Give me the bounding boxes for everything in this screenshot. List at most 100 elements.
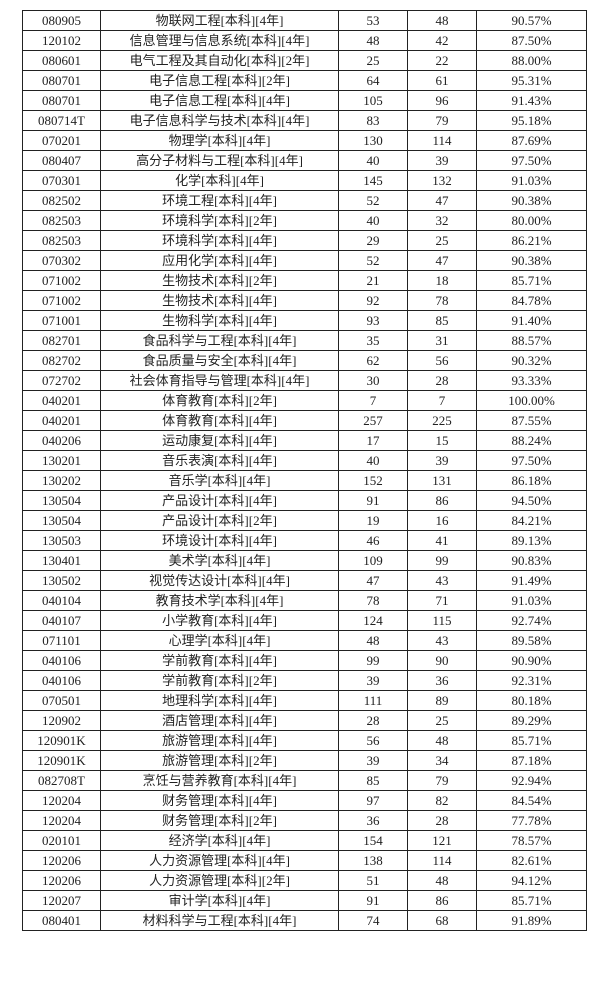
total-count-cell: 93 [338,310,408,331]
employed-count-cell: 32 [407,210,477,231]
major-name-cell: 食品质量与安全[本科][4年] [100,350,339,371]
total-count-cell: 19 [338,510,408,531]
table-row: 120207 审计学[本科][4年] 91 86 85.71% [22,890,587,911]
rate-cell: 97.50% [476,450,587,471]
employed-count-cell: 43 [407,570,477,591]
total-count-cell: 145 [338,170,408,191]
table-row: 130502 视觉传达设计[本科][4年] 47 43 91.49% [22,570,587,591]
table-row: 120206 人力资源管理[本科][2年] 51 48 94.12% [22,870,587,891]
major-name-cell: 生物科学[本科][4年] [100,310,339,331]
total-count-cell: 35 [338,330,408,351]
major-name-cell: 生物技术[本科][4年] [100,290,339,311]
rate-cell: 88.00% [476,50,587,71]
employed-count-cell: 96 [407,90,477,111]
total-count-cell: 99 [338,650,408,671]
total-count-cell: 91 [338,890,408,911]
major-name-cell: 审计学[本科][4年] [100,890,339,911]
employment-rate-table: 080905 物联网工程[本科][4年] 53 48 90.57% 120102 信息管理与… [22,10,587,931]
rate-cell: 84.21% [476,510,587,531]
major-code-cell: 080701 [22,70,101,91]
employed-count-cell: 28 [407,370,477,391]
rate-cell: 94.50% [476,490,587,511]
total-count-cell: 53 [338,10,408,31]
major-code-cell: 040206 [22,430,101,451]
total-count-cell: 97 [338,790,408,811]
total-count-cell: 48 [338,30,408,51]
employed-count-cell: 56 [407,350,477,371]
table-row: 130503 环境设计[本科][4年] 46 41 89.13% [22,530,587,551]
major-name-cell: 财务管理[本科][4年] [100,790,339,811]
table-row: 071002 生物技术[本科][4年] 92 78 84.78% [22,290,587,311]
table-row: 082502 环境工程[本科][4年] 52 47 90.38% [22,190,587,211]
table-row: 071001 生物科学[本科][4年] 93 85 91.40% [22,310,587,331]
total-count-cell: 154 [338,830,408,851]
major-name-cell: 体育教育[本科][2年] [100,390,339,411]
employed-count-cell: 48 [407,10,477,31]
rate-cell: 92.94% [476,770,587,791]
rate-cell: 89.29% [476,710,587,731]
rate-cell: 90.57% [476,10,587,31]
employed-count-cell: 99 [407,550,477,571]
major-name-cell: 产品设计[本科][4年] [100,490,339,511]
table-row: 082708T 烹饪与营养教育[本科][4年] 85 79 92.94% [22,770,587,791]
employed-count-cell: 39 [407,150,477,171]
rate-cell: 86.18% [476,470,587,491]
table-row: 120204 财务管理[本科][4年] 97 82 84.54% [22,790,587,811]
total-count-cell: 152 [338,470,408,491]
table-row: 120102 信息管理与信息系统[本科][4年] 48 42 87.50% [22,30,587,51]
table-row: 071101 心理学[本科][4年] 48 43 89.58% [22,630,587,651]
total-count-cell: 138 [338,850,408,871]
rate-cell: 91.03% [476,590,587,611]
total-count-cell: 40 [338,450,408,471]
major-code-cell: 120902 [22,710,101,731]
employed-count-cell: 41 [407,530,477,551]
rate-cell: 84.78% [476,290,587,311]
employed-count-cell: 47 [407,190,477,211]
employed-count-cell: 39 [407,450,477,471]
employed-count-cell: 47 [407,250,477,271]
total-count-cell: 64 [338,70,408,91]
major-name-cell: 信息管理与信息系统[本科][4年] [100,30,339,51]
table-row: 070302 应用化学[本科][4年] 52 47 90.38% [22,250,587,271]
total-count-cell: 29 [338,230,408,251]
employed-count-cell: 225 [407,410,477,431]
major-name-cell: 美术学[本科][4年] [100,550,339,571]
total-count-cell: 78 [338,590,408,611]
major-name-cell: 学前教育[本科][4年] [100,650,339,671]
rate-cell: 88.57% [476,330,587,351]
employed-count-cell: 7 [407,390,477,411]
rate-cell: 77.78% [476,810,587,831]
major-code-cell: 080601 [22,50,101,71]
major-code-cell: 072702 [22,370,101,391]
major-code-cell: 040104 [22,590,101,611]
employed-count-cell: 16 [407,510,477,531]
rate-cell: 78.57% [476,830,587,851]
table-row: 080401 材料科学与工程[本科][4年] 74 68 91.89% [22,910,587,931]
major-code-cell: 120207 [22,890,101,911]
total-count-cell: 52 [338,250,408,271]
employed-count-cell: 28 [407,810,477,831]
rate-cell: 91.89% [476,910,587,931]
total-count-cell: 109 [338,550,408,571]
employed-count-cell: 114 [407,130,477,151]
major-code-cell: 130201 [22,450,101,471]
total-count-cell: 48 [338,630,408,651]
total-count-cell: 28 [338,710,408,731]
major-code-cell: 130503 [22,530,101,551]
total-count-cell: 105 [338,90,408,111]
total-count-cell: 130 [338,130,408,151]
rate-cell: 97.50% [476,150,587,171]
total-count-cell: 74 [338,910,408,931]
total-count-cell: 51 [338,870,408,891]
rate-cell: 90.90% [476,650,587,671]
employed-count-cell: 43 [407,630,477,651]
table-row: 080407 高分子材料与工程[本科][4年] 40 39 97.50% [22,150,587,171]
rate-cell: 87.55% [476,410,587,431]
rate-cell: 87.50% [476,30,587,51]
table-row: 080701 电子信息工程[本科][4年] 105 96 91.43% [22,90,587,111]
major-name-cell: 经济学[本科][4年] [100,830,339,851]
employed-count-cell: 132 [407,170,477,191]
major-code-cell: 130504 [22,490,101,511]
major-name-cell: 旅游管理[本科][2年] [100,750,339,771]
employed-count-cell: 79 [407,110,477,131]
